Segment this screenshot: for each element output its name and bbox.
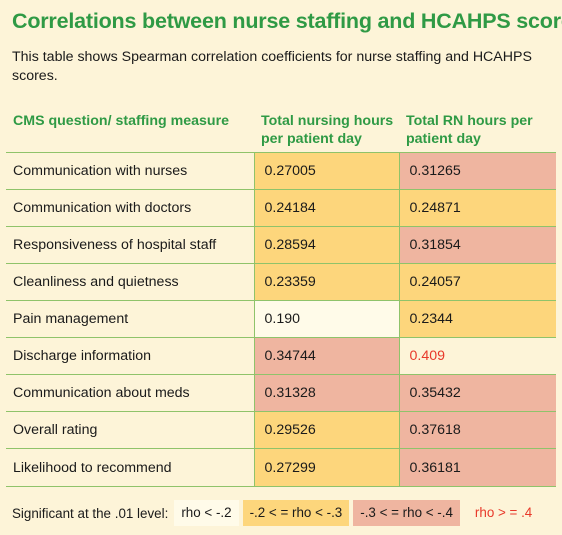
rn-hours-cell: 0.409 (398, 337, 556, 375)
page-title: Correlations between nurse staffing and … (12, 9, 562, 33)
measure-cell: Cleanliness and quietness (6, 263, 254, 301)
table-row: Cleanliness and quietness 0.23359 0.2405… (6, 263, 556, 301)
header-row: CMS question/ staffing measure Total nur… (6, 98, 556, 153)
rn-hours-cell: 0.36181 (398, 448, 556, 487)
table-row: Pain management 0.190 0.2344 (6, 300, 556, 338)
table-row: Responsiveness of hospital staff 0.28594… (6, 226, 556, 264)
nursing-hours-cell: 0.190 (253, 300, 399, 338)
legend-item-02-03: -.2 < = rho < -.3 (242, 500, 350, 526)
table-row: Communication about meds 0.31328 0.35432 (6, 374, 556, 412)
legend-item-ge-04: rho > = .4 (474, 505, 533, 520)
measure-cell: Likelihood to recommend (6, 448, 254, 487)
rn-hours-cell: 0.2344 (398, 300, 556, 338)
header-nursing-hours: Total nursing hours per patient day (254, 98, 399, 153)
table-row: Likelihood to recommend 0.27299 0.36181 (6, 448, 556, 487)
rn-hours-cell: 0.35432 (398, 374, 556, 412)
nursing-hours-cell: 0.27299 (253, 448, 399, 487)
legend-item-lt-02: rho < -.2 (174, 500, 239, 526)
measure-cell: Communication with nurses (6, 152, 254, 190)
table-row: Communication with nurses 0.27005 0.3126… (6, 152, 556, 190)
subtitle: This table shows Spearman correlation co… (12, 49, 532, 84)
rn-hours-cell: 0.24871 (398, 189, 556, 227)
measure-cell: Responsiveness of hospital staff (6, 226, 254, 264)
rn-hours-cell: 0.31265 (398, 152, 556, 190)
legend: Significant at the .01 level: rho < -.2 … (12, 500, 543, 526)
legend-item-03-04: -.3 < = rho < -.4 (353, 500, 460, 526)
nursing-hours-cell: 0.23359 (253, 263, 399, 301)
table-row: Discharge information 0.34744 0.409 (6, 337, 556, 375)
nursing-hours-cell: 0.24184 (253, 189, 399, 227)
rn-hours-cell: 0.24057 (398, 263, 556, 301)
legend-label: Significant at the .01 level: (12, 505, 169, 521)
measure-cell: Communication about meds (6, 374, 254, 412)
rn-hours-cell: 0.31854 (398, 226, 556, 264)
nursing-hours-cell: 0.27005 (253, 152, 399, 190)
nursing-hours-cell: 0.28594 (253, 226, 399, 264)
nursing-hours-cell: 0.34744 (253, 337, 399, 375)
nursing-hours-cell: 0.31328 (253, 374, 399, 412)
header-measure: CMS question/ staffing measure (6, 98, 254, 153)
correlation-table: CMS question/ staffing measure Total nur… (6, 98, 556, 487)
measure-cell: Discharge information (6, 337, 254, 375)
header-rn-hours: Total RN hours per patient day (399, 98, 556, 153)
measure-cell: Communication with doctors (6, 189, 254, 227)
table-row: Overall rating 0.29526 0.37618 (6, 411, 556, 449)
measure-cell: Pain management (6, 300, 254, 338)
table-row: Communication with doctors 0.24184 0.248… (6, 189, 556, 227)
nursing-hours-cell: 0.29526 (253, 411, 399, 449)
measure-cell: Overall rating (6, 411, 254, 449)
rn-hours-cell: 0.37618 (398, 411, 556, 449)
